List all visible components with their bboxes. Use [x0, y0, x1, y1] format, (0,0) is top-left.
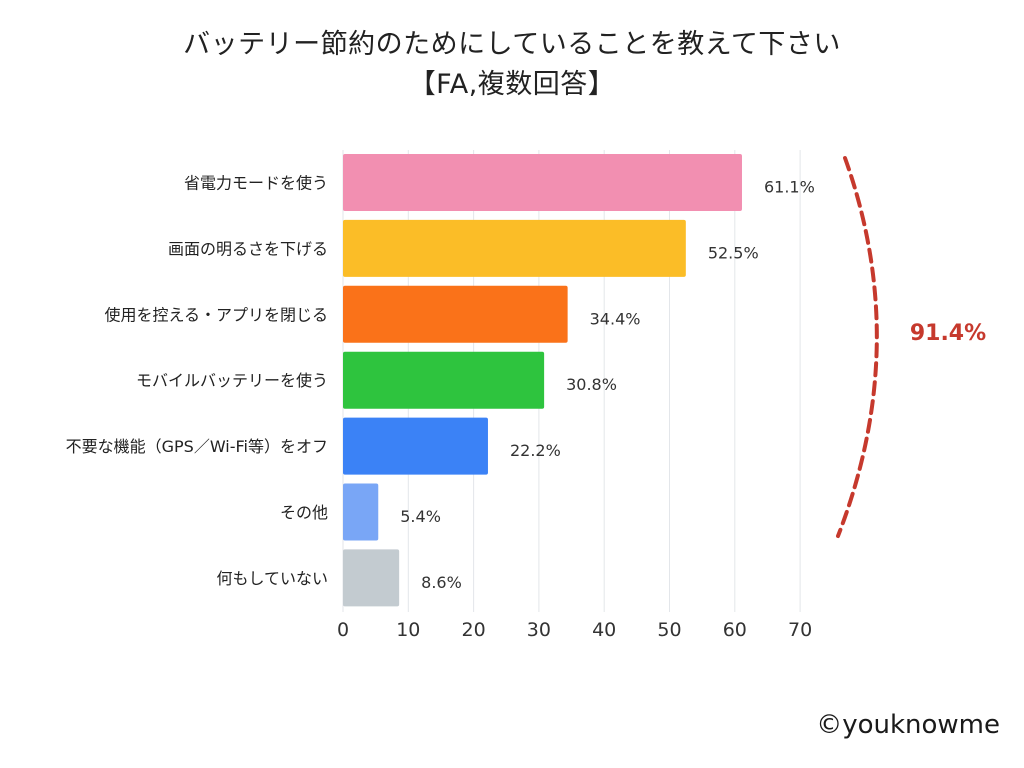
category-label: 不要な機能（GPS／Wi-Fi等）をオフ	[66, 437, 328, 456]
bar	[343, 285, 568, 343]
x-tick-label: 40	[592, 619, 616, 641]
x-tick-label: 30	[527, 619, 551, 641]
bar	[343, 219, 686, 277]
bar	[343, 417, 488, 475]
bar	[343, 351, 545, 409]
bar	[343, 154, 742, 211]
copyright-credit: ©youknowme	[816, 710, 1000, 740]
bar	[343, 549, 400, 607]
category-label: その他	[280, 503, 328, 522]
chart-subtitle: 【FA,複数回答】	[408, 69, 616, 100]
x-tick-label: 10	[396, 619, 420, 641]
x-tick-label: 60	[723, 619, 747, 641]
bar	[343, 483, 379, 541]
bracket-label: 91.4%	[910, 321, 986, 346]
category-label: 省電力モードを使う	[184, 174, 328, 193]
bracket-arc	[836, 156, 879, 538]
value-label: 52.5%	[708, 243, 759, 262]
x-tick-label: 20	[462, 619, 486, 641]
value-label: 34.4%	[590, 309, 641, 328]
value-label: 5.4%	[400, 507, 441, 526]
bars	[343, 154, 742, 607]
category-label: 画面の明るさを下げる	[168, 239, 328, 258]
chart-title: バッテリー節約のためにしていることを教えて下さい	[183, 29, 841, 60]
category-label: モバイルバッテリーを使う	[136, 371, 328, 390]
x-tick-label: 0	[337, 619, 349, 641]
category-label: 使用を控える・アプリを閉じる	[104, 305, 328, 324]
x-tick-label: 70	[788, 619, 812, 641]
bracket-annotation: 91.4%	[836, 156, 986, 538]
x-tick-label: 50	[657, 619, 681, 641]
value-label: 30.8%	[566, 375, 617, 394]
category-label: 何もしていない	[216, 569, 328, 588]
value-label: 61.1%	[764, 178, 815, 197]
x-axis-ticks: 0 10 20 30 40 50 60 70	[337, 619, 812, 641]
value-label: 8.6%	[421, 573, 462, 592]
value-label: 22.2%	[510, 441, 561, 460]
labels: 省電力モードを使う 61.1% 画面の明るさを下げる 52.5% 使用を控える・アプリを…	[66, 174, 815, 592]
